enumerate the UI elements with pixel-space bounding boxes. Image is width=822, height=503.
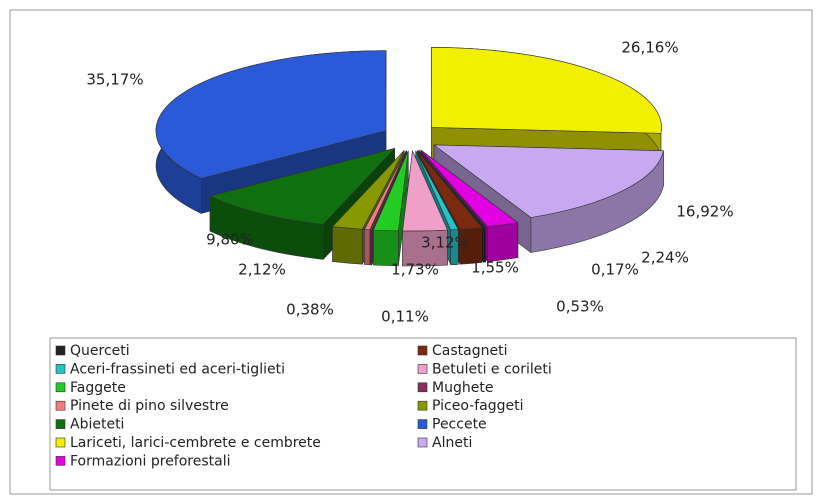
legend-swatch	[55, 437, 66, 448]
legend-label: Alneti	[432, 435, 472, 451]
legend-swatch	[417, 437, 428, 448]
legend-swatch	[417, 382, 428, 393]
legend-box	[49, 337, 797, 491]
slice-side	[482, 226, 486, 263]
legend-swatch	[55, 382, 66, 393]
data-label: 0,17%	[591, 261, 639, 279]
slice-top	[415, 150, 459, 231]
data-label: 3,12%	[421, 234, 469, 252]
data-label: 35,17%	[86, 71, 143, 89]
slice-top	[431, 47, 662, 134]
slice-side	[364, 229, 371, 266]
legend-label: Formazioni preforestali	[70, 453, 231, 469]
legend-label: Querceti	[70, 343, 130, 359]
data-label: 0,38%	[286, 301, 334, 319]
slice-top	[155, 50, 387, 179]
legend-label: Mughete	[432, 380, 493, 396]
slice-top	[209, 147, 396, 225]
data-label: 26,16%	[621, 39, 678, 57]
legend-label: Faggete	[70, 380, 126, 396]
legend-label: Aceri-frassineti ed aceri-tiglieti	[70, 361, 285, 377]
slice-top	[417, 150, 483, 230]
slice-top	[433, 144, 664, 218]
legend-swatch	[55, 419, 66, 429]
slice-top	[369, 150, 407, 231]
data-label: 0,11%	[381, 308, 429, 326]
legend-label: Betuleti e corileti	[432, 361, 552, 377]
legend-swatch	[55, 400, 66, 411]
slice-top	[418, 150, 487, 228]
legend-label: Lariceti, larici-cembrete e cembrete	[70, 435, 321, 451]
legend-swatch	[55, 345, 66, 356]
data-label: 2,12%	[238, 261, 286, 279]
legend-swatch	[55, 456, 66, 466]
data-label: 2,24%	[641, 249, 689, 267]
slice-top	[420, 149, 519, 227]
slice-top	[331, 150, 405, 230]
slice	[402, 149, 448, 267]
slice-side	[332, 226, 363, 265]
slice-top	[372, 150, 409, 232]
legend-swatch	[417, 345, 428, 356]
legend-swatch	[417, 400, 428, 411]
legend-label: Piceo-faggeti	[432, 398, 524, 414]
slice-side	[487, 222, 519, 262]
legend-swatch	[417, 419, 428, 429]
data-label: 0,53%	[556, 298, 604, 316]
slice-side	[369, 229, 373, 266]
data-label: 16,92%	[676, 203, 733, 221]
slice-top	[402, 149, 448, 232]
legend-swatch	[55, 364, 66, 374]
legend-label: Castagneti	[432, 343, 507, 359]
legend-label: Pinete di pino silvestre	[70, 398, 229, 414]
legend-swatch	[417, 364, 428, 374]
legend-label: Abieteti	[70, 417, 124, 433]
slice-top	[363, 150, 407, 231]
data-label: 1,55%	[471, 259, 519, 277]
data-label: 1,73%	[391, 261, 439, 279]
data-label: 9,80%	[206, 231, 254, 249]
legend-label: Peccete	[432, 417, 487, 433]
slice	[372, 150, 409, 267]
